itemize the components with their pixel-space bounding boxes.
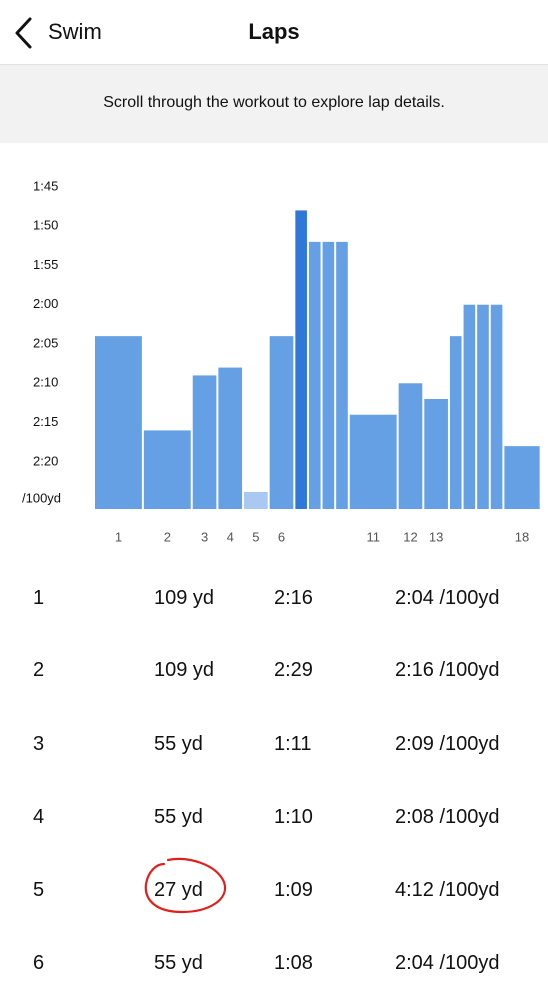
y-tick-label: 1:45 (33, 178, 58, 193)
x-tick-label: 3 (201, 529, 208, 544)
y-tick-label: 2:00 (33, 296, 58, 311)
x-tick-label: 13 (429, 529, 443, 544)
nav-bar: Swim Laps (0, 0, 548, 65)
lap-row[interactable]: 5 27 yd 1:09 4:12 /100yd (0, 871, 548, 911)
lap-row[interactable]: 1 109 yd 2:16 2:04 /100yd (0, 579, 548, 619)
lap-time: 1:09 (274, 879, 313, 901)
x-tick-label: 1 (115, 529, 122, 544)
bar (192, 375, 217, 509)
bar (95, 336, 142, 509)
y-axis-unit: /100yd (22, 490, 61, 505)
bar (322, 241, 335, 509)
x-tick-label: 18 (515, 529, 529, 544)
lap-distance: 27 yd (154, 879, 203, 901)
x-tick-label: 2 (164, 529, 171, 544)
x-tick-label: 6 (278, 529, 285, 544)
lap-pace: 2:04 /100yd (395, 952, 500, 974)
bar (477, 304, 489, 509)
bar (463, 304, 476, 509)
lap-number: 5 (33, 879, 45, 901)
bar (349, 414, 397, 509)
lap-distance: 55 yd (154, 952, 203, 974)
lap-pace: 2:04 /100yd (395, 587, 500, 609)
back-button[interactable]: Swim (48, 19, 102, 44)
lap-distance: 55 yd (154, 806, 203, 828)
bar (398, 383, 423, 509)
lap-time: 1:10 (274, 806, 313, 828)
bar (504, 446, 540, 509)
lap-number: 6 (33, 952, 45, 974)
lap-number: 2 (33, 659, 45, 681)
info-banner: Scroll through the workout to explore la… (0, 65, 548, 143)
lap-pace: 2:08 /100yd (395, 806, 500, 828)
lap-time: 2:16 (274, 587, 313, 609)
lap-pace: 2:09 /100yd (395, 733, 500, 755)
y-tick-label: 2:10 (33, 375, 58, 390)
lap-distance: 109 yd (154, 659, 215, 681)
bar (449, 336, 462, 509)
banner-text: Scroll through the workout to explore la… (103, 94, 445, 111)
lap-number: 3 (33, 733, 45, 755)
x-tick-label: 4 (227, 529, 234, 544)
bar (244, 492, 268, 509)
x-tick-label: 12 (403, 529, 417, 544)
bar (269, 336, 294, 509)
bar (490, 304, 503, 509)
bar (143, 430, 191, 509)
lap-time: 1:11 (274, 733, 312, 755)
lap-distance: 109 yd (154, 587, 215, 609)
annotation-circle (144, 857, 227, 914)
lap-time: 2:29 (274, 659, 313, 681)
x-tick-label: 11 (366, 529, 380, 544)
lap-pace: 4:12 /100yd (395, 879, 500, 901)
bar (308, 241, 321, 509)
lap-pace: 2:16 /100yd (395, 659, 500, 681)
y-tick-label: 2:15 (33, 414, 58, 429)
y-tick-label: 2:05 (33, 335, 58, 350)
y-tick-label: 1:55 (33, 257, 58, 272)
lap-number: 1 (33, 587, 45, 609)
lap-time: 1:08 (274, 952, 313, 974)
bar (336, 241, 348, 509)
lap-row[interactable]: 6 55 yd 1:08 2:04 /100yd (0, 944, 548, 984)
y-tick-label: 2:20 (33, 453, 58, 468)
lap-number: 4 (33, 806, 45, 828)
lap-row[interactable]: 3 55 yd 1:11 2:09 /100yd (0, 725, 548, 765)
lap-row[interactable]: 2 109 yd 2:29 2:16 /100yd (0, 651, 548, 691)
x-tick-label: 5 (252, 529, 259, 544)
bar (218, 367, 243, 509)
back-chevron[interactable] (12, 16, 36, 50)
lap-distance: 55 yd (154, 733, 203, 755)
lap-row[interactable]: 4 55 yd 1:10 2:08 /100yd (0, 798, 548, 838)
page-title: Laps (248, 19, 300, 44)
y-tick-label: 1:50 (33, 218, 58, 233)
bar (424, 399, 448, 509)
bar (295, 210, 307, 509)
